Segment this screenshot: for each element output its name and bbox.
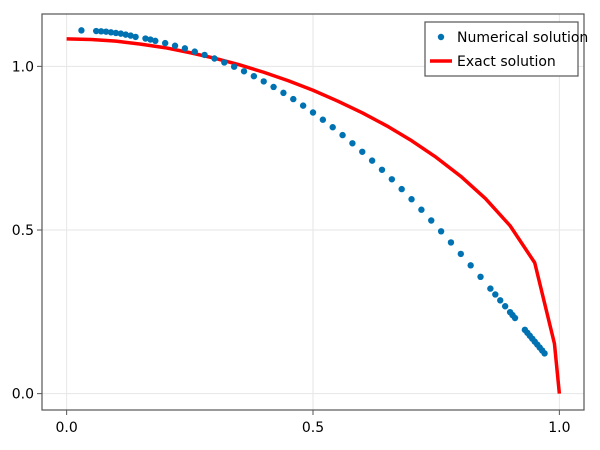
numerical-point (477, 273, 484, 280)
ticks: 0.0 0.5 1.0 0.0 0.5 1.0 (12, 59, 571, 436)
numerical-point (211, 55, 218, 62)
exact-solution-line (66, 37, 562, 394)
numerical-point (501, 303, 509, 310)
legend-exact-label: Exact solution (457, 54, 556, 70)
y-tick-label: 0.5 (12, 223, 34, 239)
numerical-point (201, 51, 208, 59)
numerical-point (388, 176, 396, 183)
numerical-point (132, 33, 139, 41)
numerical-point (497, 297, 504, 304)
numerical-point (147, 36, 154, 43)
numerical-point (290, 95, 297, 103)
numerical-point (152, 37, 159, 45)
numerical-point (102, 28, 110, 35)
numerical-point (161, 39, 169, 47)
numerical-point (221, 59, 228, 66)
numerical-point (181, 45, 189, 52)
numerical-point (437, 228, 445, 235)
y-tick-label: 0.0 (12, 387, 34, 403)
y-tick-label: 1.0 (12, 59, 34, 75)
legend: Numerical solution Exact solution (424, 21, 588, 77)
numerical-point (171, 42, 179, 49)
numerical-point (191, 48, 198, 55)
numerical-point (270, 83, 277, 91)
numerical-point (398, 185, 405, 193)
numerical-point (329, 124, 336, 131)
x-tick-label: 0.0 (56, 420, 78, 436)
numerical-point (260, 78, 267, 85)
numerical-point (280, 89, 287, 97)
numerical-point (240, 68, 248, 75)
numerical-point (467, 262, 474, 269)
numerical-point (428, 217, 435, 224)
numerical-point (78, 27, 85, 34)
numerical-point (457, 250, 465, 258)
numerical-point (319, 116, 327, 123)
numerical-point (408, 196, 415, 203)
numerical-point (378, 166, 386, 173)
numerical-point (368, 157, 376, 164)
x-tick-label: 1.0 (548, 420, 570, 436)
numerical-solution-series (78, 27, 548, 357)
x-tick-label: 0.5 (302, 420, 324, 436)
numerical-point (339, 131, 346, 139)
numerical-point (142, 35, 149, 42)
legend-box (424, 21, 579, 77)
numerical-point (309, 109, 317, 116)
numerical-point (122, 31, 129, 38)
numerical-point (447, 239, 455, 246)
numerical-point (127, 32, 134, 39)
numerical-point (97, 28, 105, 35)
numerical-point (299, 102, 307, 109)
numerical-point (418, 206, 425, 213)
numerical-point (117, 30, 125, 37)
numerical-point (112, 29, 120, 37)
numerical-point (541, 350, 548, 357)
numerical-point (107, 29, 115, 36)
numerical-point (93, 27, 100, 35)
legend-numerical-marker (437, 33, 445, 41)
exact-solution-series (66, 37, 562, 394)
numerical-point (250, 72, 258, 80)
numerical-point (349, 140, 356, 147)
numerical-point (511, 314, 519, 322)
legend-numerical-label: Numerical solution (457, 30, 588, 46)
numerical-point (492, 291, 499, 298)
numerical-point (487, 285, 494, 292)
numerical-point (230, 63, 238, 70)
numerical-point (359, 148, 366, 155)
